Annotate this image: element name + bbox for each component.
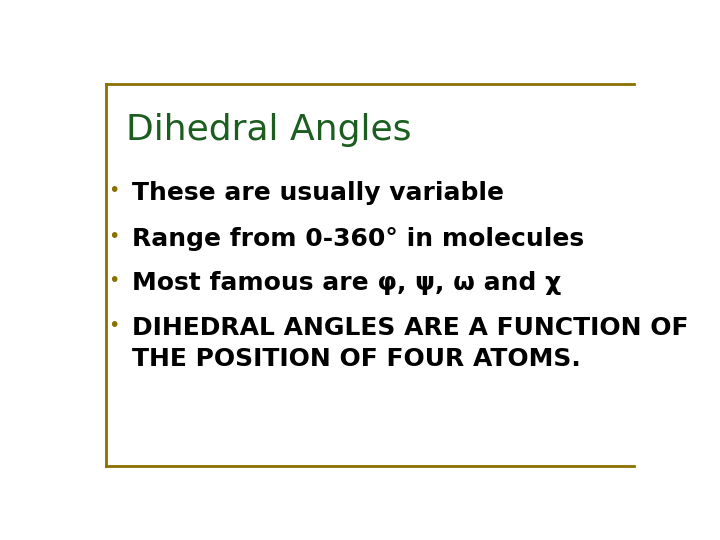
Text: •: •	[108, 181, 119, 200]
Text: DIHEDRAL ANGLES ARE A FUNCTION OF
THE POSITION OF FOUR ATOMS.: DIHEDRAL ANGLES ARE A FUNCTION OF THE PO…	[132, 316, 688, 371]
Text: Dihedral Angles: Dihedral Angles	[126, 113, 412, 147]
Text: •: •	[108, 316, 119, 335]
Text: •: •	[108, 227, 119, 246]
Text: Range from 0-360° in molecules: Range from 0-360° in molecules	[132, 227, 584, 251]
Text: These are usually variable: These are usually variable	[132, 181, 504, 205]
Text: •: •	[108, 271, 119, 289]
Text: Most famous are φ, ψ, ω and χ: Most famous are φ, ψ, ω and χ	[132, 271, 561, 295]
